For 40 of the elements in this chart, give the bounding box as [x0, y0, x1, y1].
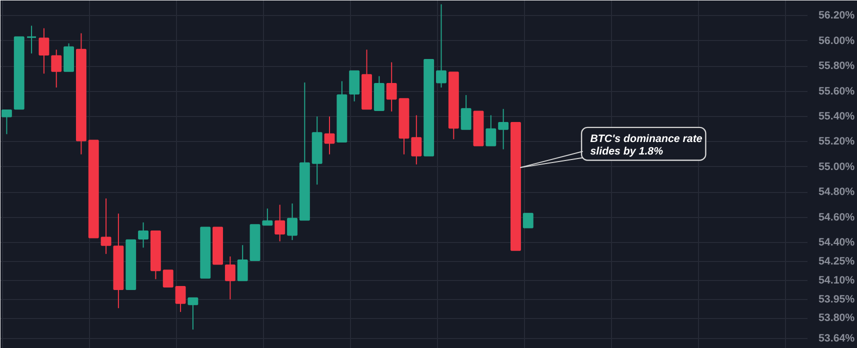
candlestick: [138, 222, 148, 248]
candlestick: [287, 203, 298, 241]
candlestick: [274, 204, 286, 242]
candlestick: [386, 62, 397, 112]
candlestick: [100, 198, 112, 254]
candlestick: [64, 42, 74, 72]
candlestick: [237, 244, 248, 282]
candlestick: [175, 286, 186, 312]
candlestick: [38, 28, 50, 74]
y-tick-label: 55.40%: [818, 110, 856, 122]
y-tick-label: 55.20%: [818, 136, 856, 148]
candlestick: [262, 208, 273, 226]
candlestick: [460, 94, 472, 130]
y-tick-label: 54.60%: [818, 211, 856, 224]
y-tick-label: 53.64%: [818, 332, 856, 344]
candlestick: [162, 270, 174, 288]
candlestick: [498, 108, 509, 150]
y-tick-label: 53.80%: [818, 312, 856, 324]
y-tick-label: 53.95%: [818, 293, 856, 306]
candlestick: [224, 256, 236, 300]
candlestick: [51, 49, 62, 88]
candlestick: [411, 114, 422, 165]
y-tick-label: 54.40%: [818, 236, 856, 249]
y-tick-label: 54.80%: [818, 186, 856, 198]
y-tick-label: 56.00%: [818, 34, 856, 47]
candlestick: [522, 212, 534, 228]
candlestick: [349, 70, 360, 102]
y-tick-label: 55.80%: [818, 60, 856, 72]
candlestick: [436, 4, 446, 88]
candlestick: [188, 297, 198, 330]
annotation: BTC's dominance rate slides by 1.8%: [590, 133, 702, 158]
y-tick-label: 54.10%: [818, 274, 856, 286]
candlestick: [26, 25, 37, 54]
candlestick: [324, 116, 335, 155]
candlestick: [486, 114, 496, 146]
y-tick-label: 54.25%: [818, 256, 856, 268]
candlestick: [1, 109, 12, 135]
y-tick-label: 56.20%: [818, 10, 856, 22]
y-tick-label: 55.00%: [818, 160, 856, 173]
y-tick-label: 55.60%: [818, 85, 856, 98]
